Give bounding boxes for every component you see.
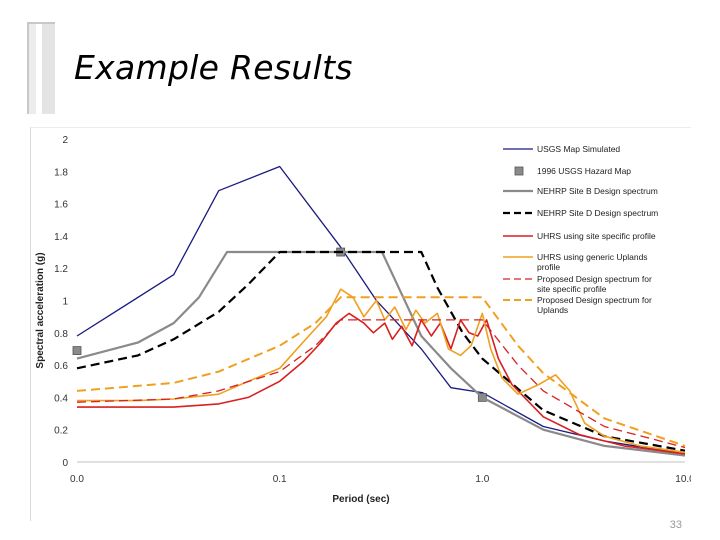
y-tick-label: 0.8	[54, 329, 68, 340]
slide-decoration	[27, 22, 55, 114]
series-1	[76, 165, 686, 455]
legend-label: USGS Map Simulated	[537, 144, 620, 154]
y-tick-label: 0.4	[54, 393, 68, 404]
x-tick-label: 1.0	[475, 474, 489, 485]
spectral-acceleration-chart: 0 0.2 0.4 0.6 0.8 1 1.2 1.4 1.6 1.8 2 0.0 0.1 1.0 10.0…	[35, 135, 691, 505]
series-8	[76, 296, 686, 447]
y-tick-label: 1.2	[54, 264, 68, 275]
legend-label: Proposed Design spectrum for	[537, 274, 652, 284]
y-tick-label: 1.4	[54, 232, 68, 243]
data-point-marker	[72, 346, 82, 355]
legend-swatch	[514, 166, 524, 176]
series-line	[77, 288, 686, 454]
series-line	[76, 250, 686, 452]
y-tick-label: 1.6	[54, 200, 68, 211]
y-axis-title: Spectral acceleration (g)	[35, 252, 46, 368]
legend-label: profile	[537, 262, 560, 272]
y-tick-label: 0.2	[54, 426, 68, 437]
y-tick-label: 0.6	[54, 361, 68, 372]
legend-label: UHRS using site specific profile	[537, 231, 656, 241]
legend-label: Uplands	[537, 305, 568, 315]
series-6	[77, 288, 686, 454]
legend-label: NEHRP Site B Design spectrum	[537, 186, 658, 196]
chart-frame: 0 0.2 0.4 0.6 0.8 1 1.2 1.4 1.6 1.8 2 0.0 0.1 1.0 10.0…	[30, 127, 691, 521]
legend-label: UHRS using generic Uplands	[537, 252, 648, 262]
y-tick-label: 0	[62, 458, 68, 469]
series-line	[76, 296, 686, 447]
series-4	[76, 250, 686, 452]
legend: USGS Map Simulated 1996 USGS Hazard Map NE…	[503, 144, 658, 315]
series-5	[77, 312, 686, 455]
legend-label: NEHRP Site D Design spectrum	[537, 208, 658, 218]
series-line	[76, 165, 686, 455]
x-axis-title: Period (sec)	[332, 494, 389, 505]
slide-title: Example Results	[74, 48, 353, 87]
series-7	[76, 319, 686, 449]
x-tick-label: 10.0	[675, 474, 691, 485]
legend-label: 1996 USGS Hazard Map	[537, 166, 631, 176]
legend-label: Proposed Design spectrum for	[537, 295, 652, 305]
page-number: 33	[669, 519, 682, 531]
y-tick-label: 1	[62, 297, 68, 308]
y-tick-label: 1.8	[54, 167, 68, 178]
series-line	[76, 250, 686, 457]
x-tick-label: 0.0	[70, 474, 84, 485]
series-3	[76, 250, 686, 457]
legend-label: site specific profile	[537, 284, 607, 294]
series-line	[76, 319, 686, 449]
series-line	[77, 312, 686, 455]
y-tick-label: 2	[62, 135, 68, 146]
x-tick-label: 0.1	[273, 474, 287, 485]
